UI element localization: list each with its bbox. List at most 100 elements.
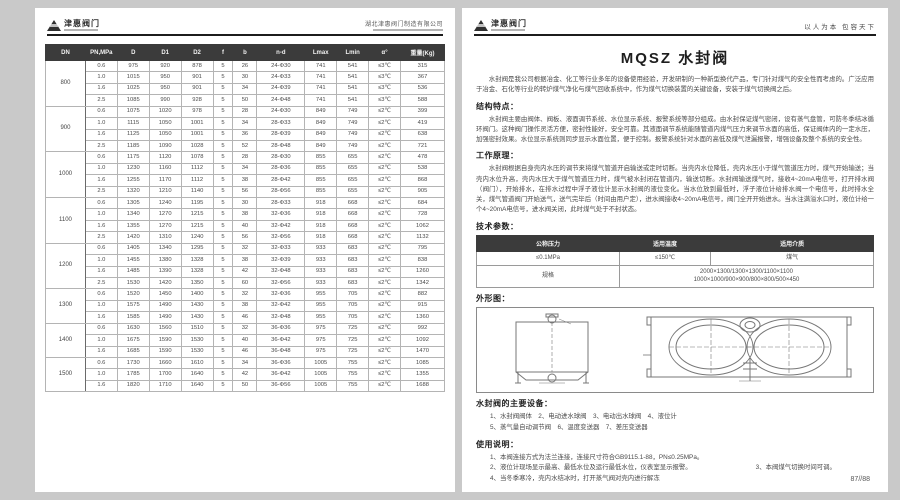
dim-cell: ≤2℃ xyxy=(368,139,401,153)
table-row: 2.5 1420 1310 1240 5 56 32-Φ56 918 668 ≤2℃ 1132 xyxy=(46,231,445,244)
dim-cell: 1420 xyxy=(116,231,150,244)
dim-cell: 749 xyxy=(336,105,370,119)
dim-cell: 56 xyxy=(232,185,258,199)
dim-cell: 655 xyxy=(336,162,370,176)
dim-cell: 52 xyxy=(232,139,258,153)
dim-cell: 655 xyxy=(336,151,370,164)
dim-cell: 975 xyxy=(304,345,338,358)
dim-cell: 749 xyxy=(336,117,370,130)
dim-cell: 1355 xyxy=(400,368,445,381)
dim-cell: 28-Φ42 xyxy=(256,174,306,187)
dim-cell: 1610 xyxy=(180,356,214,370)
brand-subtitle-line xyxy=(64,29,98,31)
dim-cell: 950 xyxy=(148,71,182,84)
valve-dimension-table: DN PN,MPa D D1 D2 f b n-d Lmax Lmin α° 重量(Kg) 800 0.6… xyxy=(45,44,445,393)
dim-cell: 5 xyxy=(212,265,234,279)
dim-cell: 5 xyxy=(212,311,234,324)
dim-cell: 1640 xyxy=(180,368,214,381)
dim-cell: 541 xyxy=(336,82,370,96)
dim-cell: 34 xyxy=(232,82,258,96)
dim-cell: 1685 xyxy=(116,345,150,358)
table-row: 1.6 1585 1490 1430 5 46 32-Φ48 955 705 ≤2℃ 1360 xyxy=(46,311,445,324)
dim-cell: ≤2℃ xyxy=(368,345,401,358)
tech-cell-spec-values: 2000×1300/1300×1300/1100×1100 1000×1000/… xyxy=(618,264,875,288)
section-heading-usage: 使用说明： xyxy=(476,439,519,449)
dim-cell: 538 xyxy=(400,162,445,176)
dim-cell: 933 xyxy=(304,254,338,267)
dim-cell: 1.6 xyxy=(84,265,118,279)
dim-cell: 42 xyxy=(232,368,258,381)
dim-cell: 1120 xyxy=(148,151,182,164)
dim-cell: 0.6 xyxy=(84,59,118,73)
section-heading-outline: 外形图： xyxy=(476,293,510,303)
dim-cell: 32 xyxy=(232,322,258,336)
dim-cell: 5 xyxy=(212,105,234,119)
dim-cell: 2.5 xyxy=(84,185,118,199)
dim-cell: 1450 xyxy=(148,288,182,301)
dim-cell: 741 xyxy=(304,82,338,96)
dim-cell: 46 xyxy=(232,311,258,324)
dim-cell: 725 xyxy=(336,334,370,347)
dim-cell: 38 xyxy=(232,254,258,267)
dim-cell: 1185 xyxy=(116,139,150,153)
dim-cell: 1215 xyxy=(180,208,214,221)
header-divider xyxy=(47,34,443,36)
tech-cell-temperature: ≤150℃ xyxy=(618,250,712,266)
dim-cell: 1001 xyxy=(180,117,214,130)
dim-col-header: PN,MPa xyxy=(84,44,118,61)
dim-cell: ≤2℃ xyxy=(368,185,401,199)
dim-cell: 1195 xyxy=(180,197,214,210)
dim-cell: 5 xyxy=(212,276,234,290)
dim-cell: 1328 xyxy=(180,265,214,279)
mountain-logo-icon xyxy=(47,20,61,31)
dim-cell: 855 xyxy=(304,174,338,187)
dim-cell: 38 xyxy=(232,174,258,187)
outline-top-view-drawing xyxy=(643,316,852,382)
dim-col-header: f xyxy=(212,44,234,61)
dim-cell: 668 xyxy=(336,219,370,233)
dim-cell: 1510 xyxy=(180,322,214,336)
dim-cell: 683 xyxy=(336,276,370,290)
company-name: 湖北津惠阀门制造有限公司 xyxy=(364,21,443,28)
dim-cell: ≤2℃ xyxy=(368,242,401,256)
spec-line: 2000×1300/1300×1300/1100×1100 xyxy=(699,269,793,276)
dim-cell: 419 xyxy=(400,117,445,130)
dim-cell: 1215 xyxy=(180,219,214,233)
equipment-line-1: 1、水封阀阀体 2、电动进水球阀 3、电动出水球阀 4、液位计 xyxy=(490,412,677,420)
dim-cell: ≤2℃ xyxy=(368,368,401,381)
section-heading-tech-params: 技术参数： xyxy=(476,221,519,231)
dim-cell: 5 xyxy=(212,71,234,84)
table-row: 1.6 1485 1390 1328 5 42 32-Φ48 933 683 ≤2℃ 1260 xyxy=(46,265,445,279)
dim-cell: 918 xyxy=(304,231,338,244)
principle-paragraph: 水封阀根据自身壳内水压的调节来将煤气管道开启输送或定时切断。当壳内水位降低，壳内… xyxy=(476,165,874,214)
dim-cell: 1640 xyxy=(180,379,214,393)
dim-cell: 5 xyxy=(212,219,234,233)
dim-cell: ≤2℃ xyxy=(368,174,401,187)
dim-cell: 36-Φ36 xyxy=(256,322,306,336)
dim-cell: 5 xyxy=(212,128,234,141)
dim-cell: 32-Φ56 xyxy=(256,231,306,244)
dim-cell: 721 xyxy=(400,139,445,153)
page-right-content: MQSZ 水封阀 水封阀是我公司根据冶金、化工等行业多年的设备使用经验，开发研制… xyxy=(462,36,888,485)
dim-cell: 32-Φ39 xyxy=(256,254,306,267)
dim-cell: 1090 xyxy=(148,139,182,153)
dim-cell: 855 xyxy=(304,162,338,176)
dim-cell: 1.6 xyxy=(84,379,118,393)
dim-cell: 36-Φ56 xyxy=(256,379,306,393)
dim-cell: ≤2℃ xyxy=(368,208,401,221)
table-row: 1.6 1820 1710 1640 5 50 36-Φ56 1005 755 ≤2℃ 1688 xyxy=(46,379,445,393)
dim-cell: 1340 xyxy=(148,242,182,256)
dim-cell: 1.0 xyxy=(84,368,118,381)
dim-cell: 2.5 xyxy=(84,94,118,107)
dim-cell: 32-Φ42 xyxy=(256,299,306,313)
dim-cell: ≤2℃ xyxy=(368,299,401,313)
dim-cell: 1660 xyxy=(148,356,182,370)
dim-cell: 868 xyxy=(400,174,445,187)
table-row: 1.0 1340 1270 1215 5 38 32-Φ36 918 668 ≤2℃ 728 xyxy=(46,208,445,221)
tech-cell-pressure: ≤0.1MPa xyxy=(476,250,620,266)
table-row: 1.0 1785 1700 1640 5 42 36-Φ42 1005 755 ≤2℃ 1355 xyxy=(46,368,445,381)
dim-cell: 1340 xyxy=(116,208,150,221)
dim-cell: ≤2℃ xyxy=(368,105,401,119)
dim-cell: 1430 xyxy=(180,311,214,324)
dim-cell: 1530 xyxy=(116,276,150,290)
